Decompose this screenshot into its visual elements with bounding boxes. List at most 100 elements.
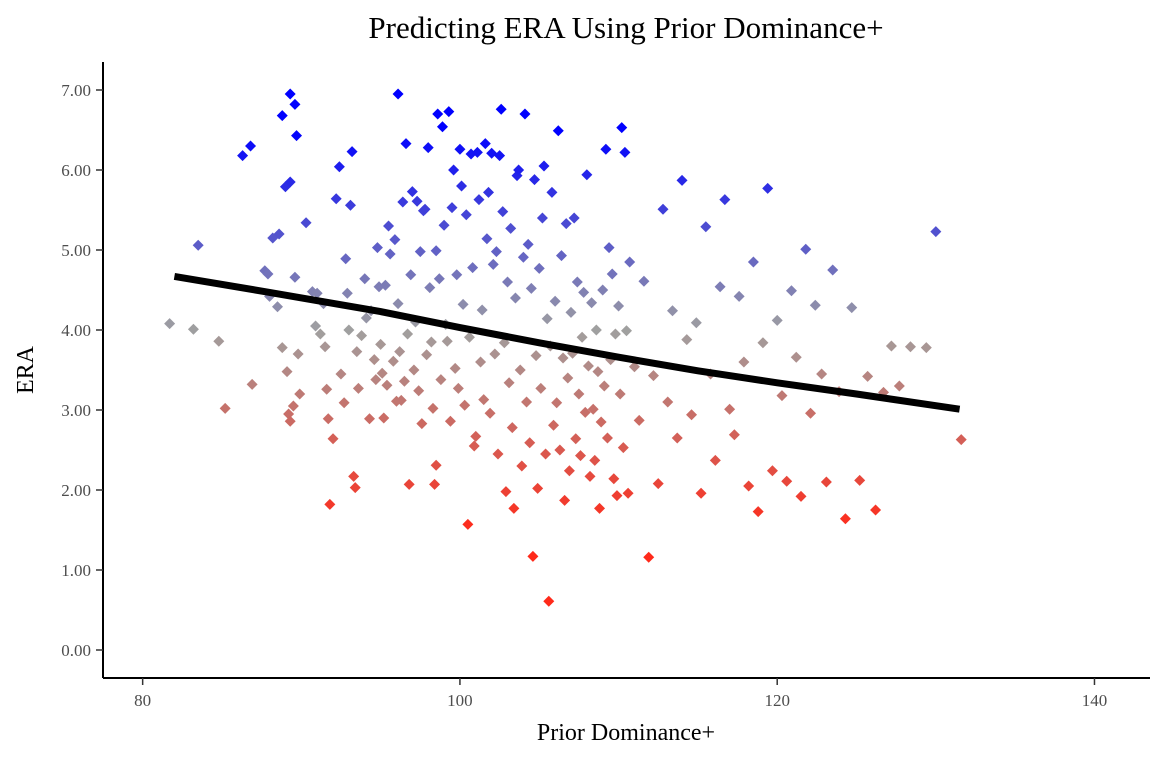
data-point bbox=[470, 430, 482, 442]
data-point bbox=[468, 440, 480, 452]
data-point bbox=[647, 370, 659, 382]
data-point bbox=[284, 88, 296, 100]
data-point bbox=[484, 407, 496, 419]
data-point bbox=[619, 146, 631, 158]
data-point bbox=[582, 360, 594, 372]
x-tick-label: 80 bbox=[134, 691, 151, 710]
y-tick-label: 0.00 bbox=[61, 641, 91, 660]
data-point bbox=[552, 125, 564, 137]
data-point bbox=[387, 355, 399, 367]
data-point bbox=[395, 394, 407, 406]
data-point bbox=[955, 434, 967, 446]
data-point bbox=[427, 402, 439, 414]
data-point bbox=[452, 382, 464, 394]
x-tick-label: 140 bbox=[1082, 691, 1108, 710]
data-point bbox=[471, 146, 483, 158]
data-point bbox=[622, 487, 634, 499]
data-point bbox=[514, 364, 526, 376]
data-point bbox=[283, 408, 295, 420]
data-point bbox=[541, 313, 553, 325]
data-point bbox=[747, 256, 759, 268]
data-point bbox=[430, 459, 442, 471]
data-point bbox=[408, 364, 420, 376]
trend-line bbox=[173, 272, 961, 413]
data-point bbox=[785, 285, 797, 297]
data-point bbox=[592, 366, 604, 378]
data-point bbox=[614, 388, 626, 400]
data-point bbox=[392, 88, 404, 100]
data-point bbox=[870, 504, 882, 516]
data-point bbox=[598, 380, 610, 392]
data-point bbox=[846, 302, 858, 314]
data-point bbox=[557, 352, 569, 364]
data-point bbox=[611, 490, 623, 502]
data-point bbox=[581, 169, 593, 181]
data-point bbox=[690, 317, 702, 329]
data-point bbox=[489, 348, 501, 360]
data-point bbox=[403, 478, 415, 490]
data-point bbox=[522, 238, 534, 250]
data-point bbox=[800, 243, 812, 255]
data-point bbox=[370, 374, 382, 386]
data-point bbox=[411, 195, 423, 207]
data-point bbox=[513, 164, 525, 176]
data-point bbox=[343, 324, 355, 336]
data-point bbox=[245, 140, 257, 152]
data-point bbox=[430, 245, 442, 257]
data-point bbox=[862, 370, 874, 382]
data-point bbox=[652, 478, 664, 490]
data-point bbox=[314, 328, 326, 340]
data-point bbox=[551, 397, 563, 409]
data-point bbox=[413, 385, 425, 397]
data-point bbox=[904, 341, 916, 353]
data-point bbox=[424, 282, 436, 294]
data-point bbox=[616, 122, 628, 134]
data-point bbox=[482, 186, 494, 198]
data-point bbox=[219, 402, 231, 414]
data-point bbox=[392, 298, 404, 310]
data-point bbox=[538, 160, 550, 172]
data-point bbox=[272, 301, 283, 313]
data-point bbox=[686, 409, 698, 421]
data-point bbox=[448, 164, 460, 176]
data-point bbox=[571, 276, 583, 288]
data-point bbox=[594, 502, 606, 514]
data-point bbox=[375, 338, 387, 350]
data-point bbox=[425, 336, 437, 348]
data-point bbox=[662, 396, 674, 408]
data-point bbox=[595, 416, 607, 428]
data-point bbox=[273, 228, 285, 240]
data-point bbox=[352, 382, 364, 394]
y-ticks: 0.00 1.00 2.00 3.00 4.00 5.00 6.00 7.00 bbox=[61, 81, 103, 660]
data-point bbox=[743, 480, 755, 492]
data-point bbox=[441, 335, 453, 347]
data-point bbox=[346, 146, 358, 158]
data-point bbox=[432, 108, 444, 120]
data-point bbox=[356, 330, 368, 342]
data-point bbox=[446, 202, 458, 214]
data-point bbox=[436, 121, 448, 133]
data-point bbox=[601, 432, 613, 444]
data-point bbox=[608, 473, 620, 485]
y-tick-label: 3.00 bbox=[61, 401, 91, 420]
data-point bbox=[419, 203, 431, 215]
y-tick-label: 5.00 bbox=[61, 241, 91, 260]
data-point bbox=[524, 437, 536, 449]
data-point bbox=[587, 403, 599, 415]
data-point bbox=[481, 233, 493, 245]
data-point bbox=[724, 403, 736, 415]
data-point bbox=[478, 394, 490, 406]
data-point bbox=[643, 551, 655, 563]
data-point bbox=[506, 422, 518, 434]
x-ticks: 80 100 120 140 bbox=[134, 678, 1107, 710]
data-point bbox=[289, 271, 301, 283]
points-layer bbox=[164, 88, 967, 607]
data-point bbox=[568, 212, 580, 224]
data-point bbox=[714, 281, 726, 293]
data-point bbox=[609, 328, 621, 340]
data-point bbox=[676, 174, 688, 186]
data-point bbox=[487, 258, 499, 270]
y-tick-label: 6.00 bbox=[61, 161, 91, 180]
data-point bbox=[463, 331, 475, 343]
data-point bbox=[276, 342, 288, 354]
